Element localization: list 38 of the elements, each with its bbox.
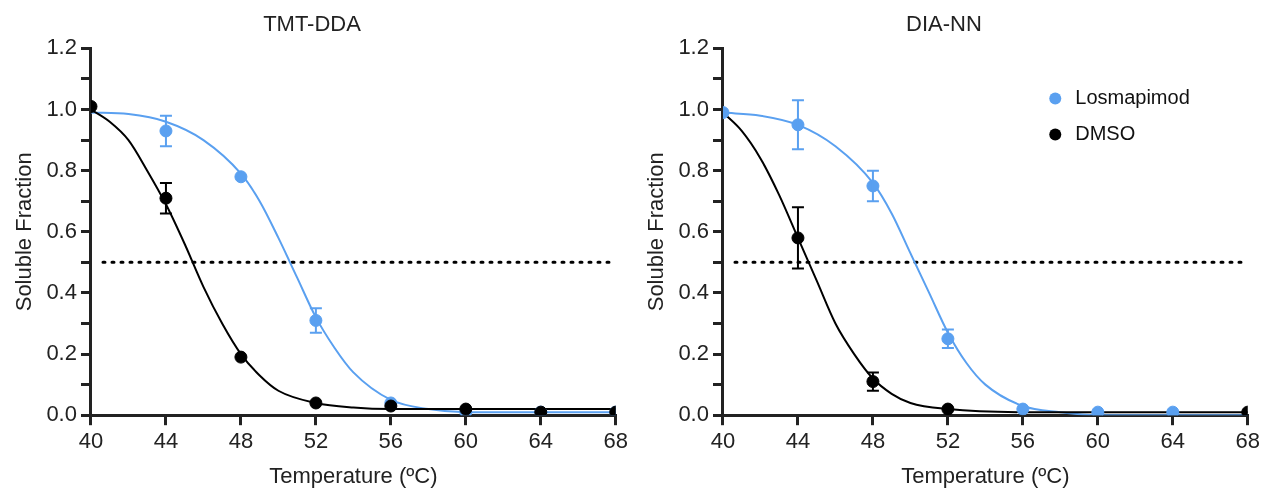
x-axis-title: Temperature (ºC)	[269, 462, 438, 488]
x-tick-label: 48	[860, 428, 886, 454]
y-tick-label: 0.4	[46, 279, 77, 304]
x-tick-label: 44	[153, 428, 179, 454]
y-tick-label: 0.2	[678, 340, 709, 366]
x-tick-label: 56	[1010, 428, 1036, 454]
chart-title: TMT-DDA	[263, 11, 362, 37]
y-axis-title: Soluble Fraction	[643, 152, 669, 312]
y-tick-label: 1.2	[678, 34, 709, 60]
x-tick-label: 56	[378, 428, 404, 454]
y-tick-label: 1.2	[46, 34, 77, 60]
y-tick-label: 0.4	[678, 279, 709, 304]
y-tick-label: 0.8	[678, 156, 709, 182]
x-tick-label: 64	[528, 428, 554, 454]
x-tick-label: 60	[453, 428, 479, 454]
x-tick-label: 40	[710, 428, 736, 454]
x-tick-label: 44	[785, 428, 811, 454]
y-tick-label: 1.0	[678, 95, 709, 121]
y-tick-label: 1.0	[46, 95, 77, 121]
y-tick-label: 0.0	[678, 401, 709, 427]
x-tick-label: 68	[603, 428, 629, 454]
x-tick-label: 52	[935, 428, 961, 454]
x-tick-label: 48	[228, 428, 254, 454]
x-tick-label: 52	[303, 428, 329, 454]
y-tick-label: 0.2	[46, 340, 77, 366]
y-axis-title: Soluble Fraction	[11, 152, 37, 312]
x-tick-label: 40	[78, 428, 104, 454]
x-axis-title: Temperature (ºC)	[901, 462, 1070, 488]
chart-title: DIA-NN	[906, 11, 982, 37]
x-tick-label: 60	[1085, 428, 1111, 454]
legend-label: DMSO	[1075, 121, 1136, 144]
legend-label: Losmapimod	[1075, 85, 1190, 108]
y-tick-label: 0.8	[46, 156, 77, 182]
x-tick-label: 68	[1235, 428, 1261, 454]
y-tick-label: 0.6	[678, 217, 709, 243]
y-tick-label: 0.6	[46, 217, 77, 243]
x-tick-label: 64	[1160, 428, 1186, 454]
y-tick-label: 0.0	[46, 401, 77, 427]
